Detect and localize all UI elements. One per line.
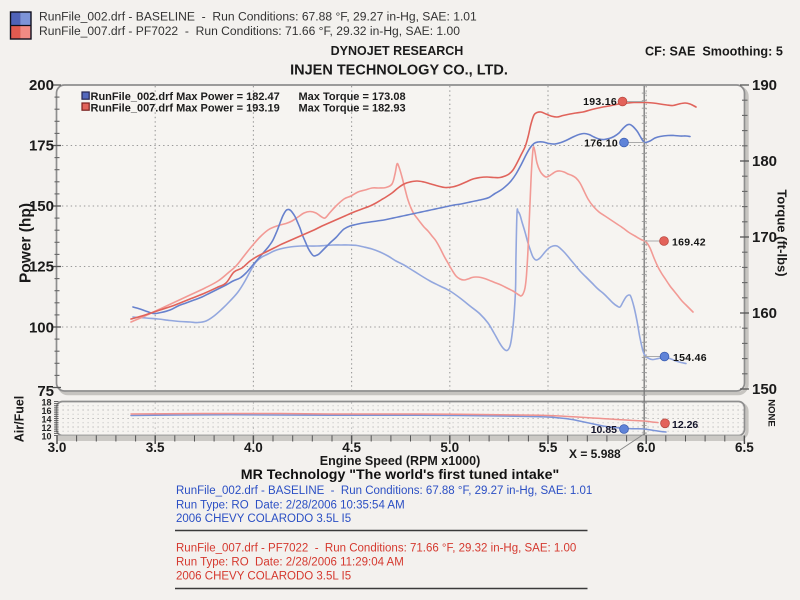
svg-text:190: 190: [752, 77, 777, 94]
svg-text:2006 CHEVY COLARODO 3.5L I5: 2006 CHEVY COLARODO 3.5L I5: [176, 513, 351, 525]
svg-text:RunFile_002.drf - BASELINE -: RunFile_002.drf - BASELINE - Run Conditi…: [176, 485, 592, 497]
svg-text:MR Technology "The world's fir: MR Technology "The world's first tuned i…: [241, 467, 559, 483]
svg-text:150: 150: [752, 381, 777, 398]
svg-text:5.0: 5.0: [440, 440, 459, 455]
svg-text:12: 12: [41, 423, 51, 433]
svg-text:18: 18: [41, 398, 51, 408]
svg-text:12.26: 12.26: [672, 419, 698, 431]
svg-text:154.46: 154.46: [673, 352, 707, 364]
svg-text:Torque (ft-lbs): Torque (ft-lbs): [775, 189, 790, 276]
svg-text:4.5: 4.5: [342, 440, 361, 455]
svg-text:125: 125: [29, 259, 54, 276]
svg-text:RunFile_002.drf Max Power = 18: RunFile_002.drf Max Power = 182.47: [91, 91, 280, 103]
svg-text:X = 5.988: X = 5.988: [569, 447, 621, 461]
svg-text:175: 175: [29, 138, 54, 155]
svg-text:Max Torque = 173.08: Max Torque = 173.08: [299, 91, 406, 103]
svg-text:NONE: NONE: [766, 399, 777, 426]
svg-text:RunFile_002.drf - BASELINE -: RunFile_002.drf - BASELINE - Run Conditi…: [39, 10, 477, 24]
svg-text:6.5: 6.5: [735, 440, 754, 455]
svg-text:Air/Fuel: Air/Fuel: [13, 396, 27, 443]
svg-text:RunFile_007.drf - PF7022 - R: RunFile_007.drf - PF7022 - Run Condition…: [39, 24, 460, 38]
svg-text:Power (hp): Power (hp): [18, 203, 35, 283]
svg-text:170: 170: [752, 229, 777, 246]
svg-text:RunFile_007.drf - PF7022 - R: RunFile_007.drf - PF7022 - Run Condition…: [176, 543, 576, 555]
svg-text:Engine Speed (RPM x1000): Engine Speed (RPM x1000): [320, 454, 480, 468]
svg-text:3.0: 3.0: [48, 440, 67, 455]
svg-text:180: 180: [752, 153, 777, 170]
svg-text:RunFile_007.drf Max Power = 19: RunFile_007.drf Max Power = 193.19: [91, 102, 280, 114]
svg-text:100: 100: [29, 320, 54, 337]
svg-text:INJEN TECHNOLOGY CO., LTD.: INJEN TECHNOLOGY CO., LTD.: [290, 63, 508, 79]
svg-text:Run Type: RO Date: 2/28/2006: Run Type: RO Date: 2/28/2006 11:29:04 AM: [176, 557, 404, 569]
svg-text:16: 16: [41, 406, 51, 416]
svg-text:160: 160: [752, 305, 777, 322]
svg-text:176.10: 176.10: [584, 138, 618, 150]
svg-text:Max Torque = 182.93: Max Torque = 182.93: [299, 102, 406, 114]
svg-text:14: 14: [41, 415, 51, 425]
svg-text:200: 200: [29, 77, 54, 94]
svg-text:10.85: 10.85: [591, 424, 617, 436]
svg-text:DYNOJET RESEARCH: DYNOJET RESEARCH: [331, 44, 464, 58]
svg-text:10: 10: [41, 432, 51, 442]
svg-text:Run Type: RO Date: 2/28/2006: Run Type: RO Date: 2/28/2006 10:35:54 AM: [176, 500, 405, 512]
svg-text:5.5: 5.5: [539, 440, 558, 455]
svg-text:169.42: 169.42: [672, 237, 706, 249]
svg-text:193.16: 193.16: [583, 96, 617, 108]
svg-text:3.5: 3.5: [146, 440, 165, 455]
svg-text:2006 CHEVY COLARODO 3.5L I5: 2006 CHEVY COLARODO 3.5L I5: [176, 571, 351, 583]
svg-text:4.0: 4.0: [244, 440, 263, 455]
svg-text:CF: SAE Smoothing: 5: CF: SAE Smoothing: 5: [645, 45, 783, 59]
svg-text:150: 150: [29, 198, 54, 215]
svg-text:75: 75: [37, 383, 54, 400]
svg-text:6.0: 6.0: [637, 440, 656, 455]
